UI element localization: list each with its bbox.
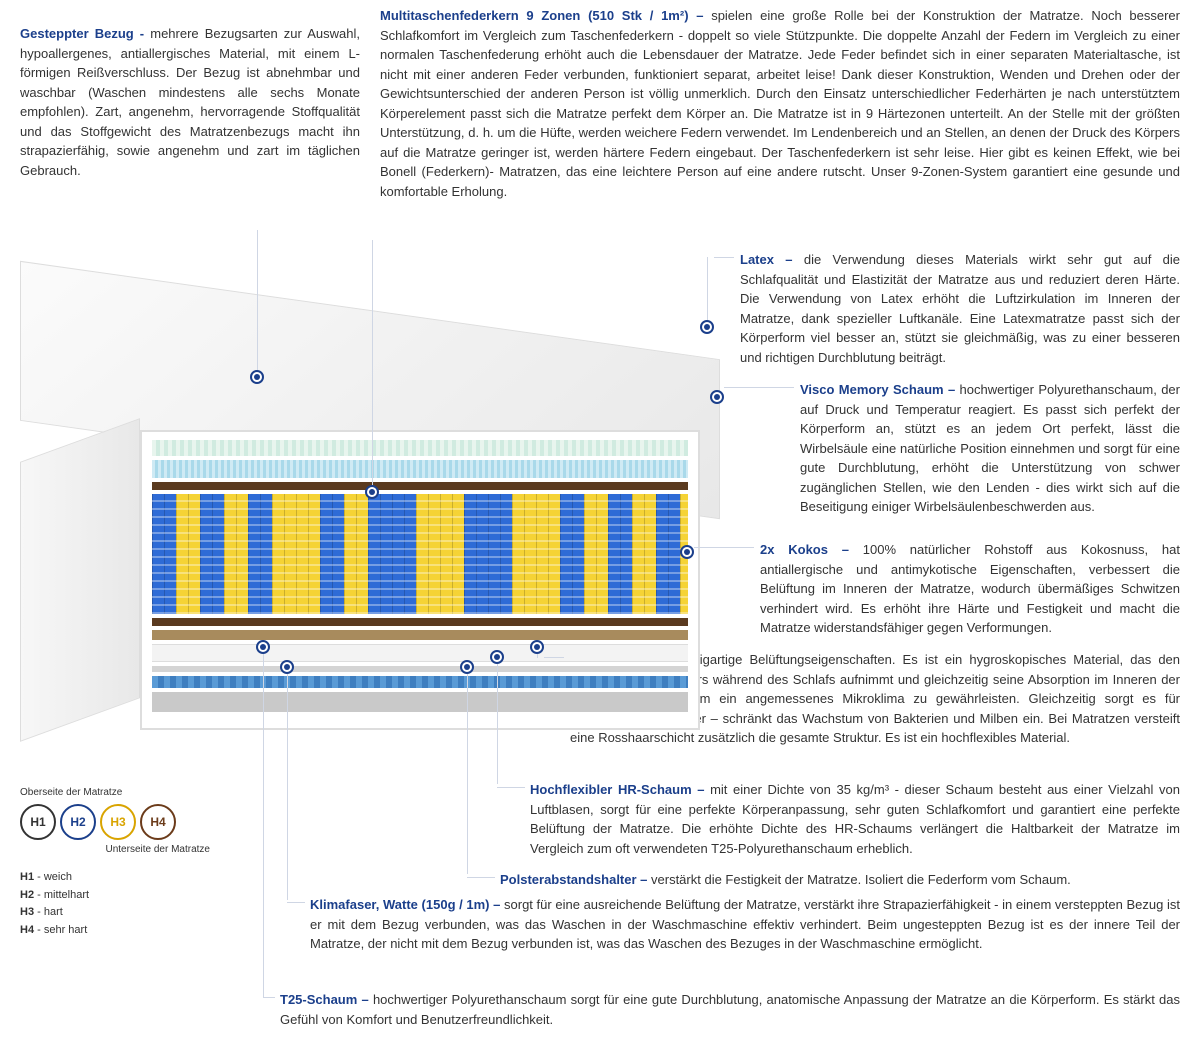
callout-dot xyxy=(460,660,474,674)
section-klima: Klimafaser, Watte (150g / 1m) – sorgt fü… xyxy=(310,895,1180,954)
section-polster: Polsterabstandshalter – verstärkt die Fe… xyxy=(500,870,1180,890)
title-latex: Latex – xyxy=(740,252,793,267)
legend-item: H3 - hart xyxy=(20,904,250,922)
legend-item: H2 - mittelhart xyxy=(20,887,250,905)
callout-dot xyxy=(490,650,504,664)
leader-line xyxy=(263,654,264,997)
layer-latex xyxy=(152,440,688,456)
layer-spacer xyxy=(152,666,688,672)
leader-line xyxy=(467,877,495,878)
title-hr: Hochflexibler HR-Schaum – xyxy=(530,782,704,797)
leader-line xyxy=(497,664,498,784)
section-hr: Hochflexibler HR-Schaum – mit einer Dich… xyxy=(530,780,1180,858)
title-polster: Polsterabstandshalter – xyxy=(500,872,647,887)
text-visco: hochwertiger Polyurethanschaum, der auf … xyxy=(800,382,1180,514)
callout-dot xyxy=(680,545,694,559)
section-visco: Visco Memory Schaum – hochwertiger Polyu… xyxy=(800,380,1180,517)
leader-line xyxy=(257,230,258,370)
section-latex: Latex – die Verwendung dieses Materials … xyxy=(740,250,1180,367)
legend-top-label: Oberseite der Matratze xyxy=(20,785,250,800)
leader-line xyxy=(714,257,734,258)
leader-line xyxy=(467,674,468,874)
title-t25: T25-Schaum – xyxy=(280,992,369,1007)
title-kokos: 2x Kokos – xyxy=(760,542,849,557)
legend-list: H1 - weichH2 - mittelhartH3 - hartH4 - s… xyxy=(20,869,250,939)
leader-line xyxy=(544,657,564,658)
layer-visco xyxy=(152,460,688,478)
title-visco: Visco Memory Schaum – xyxy=(800,382,955,397)
legend-bottom-label: Unterseite der Matratze xyxy=(20,842,250,857)
title-multitaschen: Multitaschenfederkern 9 Zonen (510 Stk /… xyxy=(380,8,703,23)
callout-dot xyxy=(280,660,294,674)
layer-hr xyxy=(152,644,688,662)
callout-dot xyxy=(710,390,724,404)
leader-line xyxy=(694,547,754,548)
section-t25: T25-Schaum – hochwertiger Polyurethansch… xyxy=(280,990,1180,1029)
callout-dot xyxy=(256,640,270,654)
layer-kokos-bottom xyxy=(152,618,688,626)
text-polster: verstärkt die Festigkeit der Matratze. I… xyxy=(651,872,1071,887)
layer-klima xyxy=(152,676,688,688)
callout-dot xyxy=(700,320,714,334)
section-multitaschen: Multitaschenfederkern 9 Zonen (510 Stk /… xyxy=(380,6,1180,201)
layer-kokos-top xyxy=(152,482,688,490)
leader-line xyxy=(537,654,538,658)
mattress-illustration xyxy=(20,310,720,740)
mattress-cutaway xyxy=(140,430,700,730)
layer-springs xyxy=(152,494,688,614)
hardness-legend: Oberseite der Matratze H1H2H3H4 Untersei… xyxy=(20,785,250,939)
leader-line xyxy=(263,997,275,998)
callout-dot xyxy=(250,370,264,384)
hardness-circle: H3 xyxy=(100,804,136,840)
legend-circles: H1H2H3H4 xyxy=(20,804,250,840)
hardness-circle: H4 xyxy=(140,804,176,840)
callout-dot xyxy=(530,640,544,654)
hardness-circle: H1 xyxy=(20,804,56,840)
legend-item: H4 - sehr hart xyxy=(20,922,250,940)
leader-line xyxy=(707,257,708,320)
text-latex: die Verwendung dieses Materials wirkt se… xyxy=(740,252,1180,365)
layer-rosshaar xyxy=(152,630,688,640)
layer-t25 xyxy=(152,692,688,712)
leader-line xyxy=(287,902,305,903)
section-gesteppter: Gesteppter Bezug - mehrere Bezugsarten z… xyxy=(20,24,360,180)
text-t25: hochwertiger Polyurethanschaum sorgt für… xyxy=(280,992,1180,1027)
text-gesteppter: mehrere Bezugsarten zur Auswahl, hypoall… xyxy=(20,26,360,178)
legend-item: H1 - weich xyxy=(20,869,250,887)
callout-dot xyxy=(365,485,379,499)
title-gesteppter: Gesteppter Bezug - xyxy=(20,26,144,41)
section-kokos: 2x Kokos – 100% natürlicher Rohstoff aus… xyxy=(760,540,1180,638)
hardness-circle: H2 xyxy=(60,804,96,840)
leader-line xyxy=(724,387,794,388)
leader-line xyxy=(372,240,373,485)
leader-line xyxy=(497,787,525,788)
text-multitaschen: spielen eine große Rolle bei der Konstru… xyxy=(380,8,1180,199)
leader-line xyxy=(287,674,288,900)
title-klima: Klimafaser, Watte (150g / 1m) – xyxy=(310,897,500,912)
